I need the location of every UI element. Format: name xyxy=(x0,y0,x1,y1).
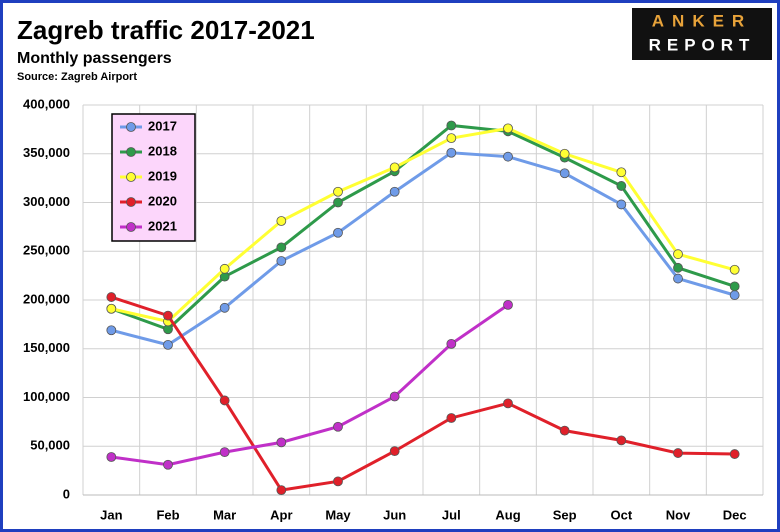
x-tick-label: Mar xyxy=(213,507,236,522)
y-tick-label: 50,000 xyxy=(30,438,70,453)
data-point xyxy=(446,338,457,349)
data-point xyxy=(729,290,740,301)
data-point xyxy=(106,303,117,314)
legend-marker xyxy=(126,197,136,207)
data-point xyxy=(163,459,173,470)
data-point xyxy=(503,299,513,310)
legend-label: 2017 xyxy=(148,118,177,133)
x-tick-label: Jun xyxy=(383,507,406,522)
data-point xyxy=(333,197,343,208)
y-tick-label: 250,000 xyxy=(23,243,70,258)
data-point xyxy=(616,435,627,446)
chart-title: Zagreb traffic 2017-2021 xyxy=(17,15,315,45)
legend-label: 2018 xyxy=(148,143,177,158)
data-point xyxy=(673,273,683,284)
legend-marker xyxy=(126,222,136,232)
data-point xyxy=(106,452,117,462)
legend: 2017 2018 2019 2020 2021 xyxy=(111,113,196,242)
data-point xyxy=(446,147,457,158)
data-point xyxy=(333,421,343,432)
x-tick-label: Jul xyxy=(442,507,461,522)
y-tick-label: 0 xyxy=(63,486,70,501)
legend-label: 2019 xyxy=(148,168,177,183)
data-point xyxy=(616,167,627,178)
x-tick-label: Nov xyxy=(666,507,691,522)
data-point xyxy=(503,398,513,409)
data-point xyxy=(673,448,683,458)
data-point xyxy=(559,148,570,159)
logo: ANKER REPORT xyxy=(632,8,772,60)
data-point xyxy=(276,242,287,253)
data-point xyxy=(163,339,173,350)
data-point xyxy=(276,485,287,496)
data-point xyxy=(106,292,117,302)
x-tick-label: Sep xyxy=(553,507,577,522)
data-point xyxy=(389,186,400,197)
chart-subtitle: Monthly passengers xyxy=(17,50,172,67)
data-point xyxy=(729,449,740,459)
y-tick-label: 100,000 xyxy=(23,389,70,404)
series-line xyxy=(110,123,736,331)
data-point xyxy=(616,181,627,191)
data-point xyxy=(729,281,740,292)
x-tick-label: Apr xyxy=(270,507,292,522)
source: Source: Zagreb Airport xyxy=(17,71,137,83)
y-tick-label: 400,000 xyxy=(23,96,70,111)
data-point xyxy=(106,325,117,336)
data-point xyxy=(276,216,287,226)
data-point xyxy=(446,413,457,423)
data-point xyxy=(219,263,230,274)
data-point xyxy=(673,249,683,260)
data-point xyxy=(219,447,230,458)
legend-marker xyxy=(126,147,136,157)
series-line xyxy=(110,151,736,347)
data-point xyxy=(389,391,400,402)
data-point xyxy=(333,476,343,487)
data-point xyxy=(333,186,343,197)
series-line xyxy=(111,303,509,467)
x-tick-label: Aug xyxy=(495,507,520,522)
data-point xyxy=(673,262,683,273)
data-point xyxy=(559,168,570,179)
series-line xyxy=(111,126,736,324)
data-point xyxy=(333,227,343,238)
x-tick-label: Jan xyxy=(100,507,122,522)
data-point xyxy=(729,264,740,275)
data-point xyxy=(503,123,513,134)
data-point xyxy=(446,120,457,131)
x-tick-label: Oct xyxy=(610,507,632,522)
y-tick-label: 150,000 xyxy=(23,340,70,355)
legend-label: 2021 xyxy=(148,218,177,233)
legend-label: 2020 xyxy=(148,193,177,208)
data-point xyxy=(389,446,400,457)
logo-bottom: REPORT xyxy=(649,35,756,54)
legend-marker xyxy=(126,122,136,132)
data-point xyxy=(219,302,230,313)
legend-marker xyxy=(126,172,136,182)
x-tick-label: Dec xyxy=(723,507,747,522)
data-point xyxy=(276,437,287,448)
y-tick-label: 200,000 xyxy=(23,291,70,306)
x-tick-label: May xyxy=(325,507,351,522)
data-point xyxy=(616,199,627,210)
data-point xyxy=(389,162,400,173)
data-point xyxy=(503,151,513,162)
data-point xyxy=(559,425,570,436)
data-point xyxy=(163,310,173,321)
data-point xyxy=(276,256,287,266)
data-point xyxy=(446,133,457,144)
series-line xyxy=(110,295,735,492)
data-point xyxy=(219,395,230,406)
logo-bg xyxy=(632,8,772,60)
y-tick-label: 350,000 xyxy=(23,145,70,160)
x-tick-label: Feb xyxy=(156,507,179,522)
y-tick-label: 300,000 xyxy=(23,194,70,209)
logo-top: ANKER xyxy=(652,11,752,30)
